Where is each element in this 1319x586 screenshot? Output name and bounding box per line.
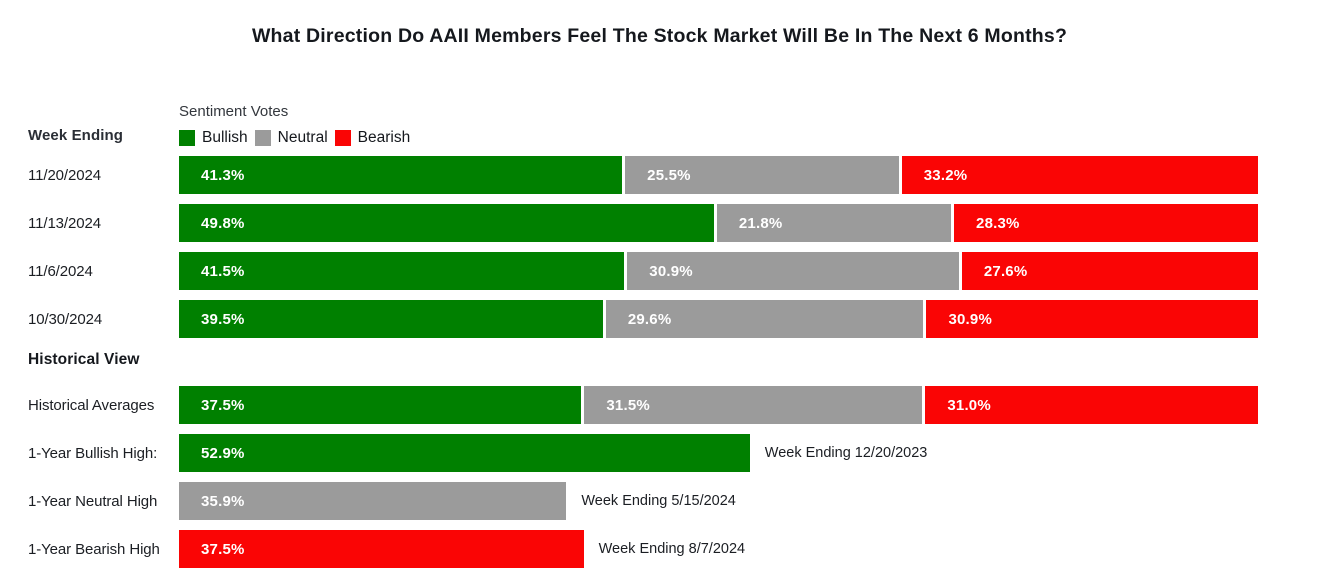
bar-value-label: 31.0% bbox=[947, 396, 991, 414]
bar-segment-bearish: 30.9% bbox=[926, 300, 1259, 338]
bar-row: 1-Year Neutral High 35.9% Week Ending 5/15… bbox=[0, 482, 1319, 520]
bar-annotation: Week Ending 12/20/2023 bbox=[764, 445, 928, 461]
bar-annotation: Week Ending 8/7/2024 bbox=[598, 541, 746, 557]
legend-item-bearish: Bearish bbox=[334, 129, 411, 147]
bar-value-label: 49.8% bbox=[201, 214, 245, 232]
bar-segment-bearish: 37.5% bbox=[179, 530, 584, 568]
bar-value-label: 41.5% bbox=[201, 262, 245, 280]
bar-segment-bullish: 39.5% bbox=[179, 300, 603, 338]
bar-row: Historical Averages 37.5% 31.5% 31.0% bbox=[0, 386, 1319, 424]
weekly-sentiment-rows: 11/20/2024 41.3% 25.5% 33.2% 11/13/2024 49.8%… bbox=[0, 156, 1319, 338]
bar-segment-neutral: 31.5% bbox=[584, 386, 923, 424]
bar-segment-neutral: 21.8% bbox=[716, 204, 952, 242]
row-label: Historical Averages bbox=[28, 396, 155, 414]
bar-track: 37.5% Week Ending 8/7/2024 bbox=[179, 530, 1258, 568]
legend-items: Bullish Neutral Bearish bbox=[179, 129, 1319, 147]
row-label: 1-Year Neutral High bbox=[28, 492, 158, 510]
bar-value-label: 41.3% bbox=[201, 166, 245, 184]
bar-value-label: 29.6% bbox=[627, 310, 672, 328]
bar-track: 37.5% 31.5% 31.0% bbox=[179, 386, 1258, 424]
legend: Sentiment Votes Bullish Neutral Bearish bbox=[179, 103, 1319, 147]
bar-segment-bearish: 28.3% bbox=[954, 204, 1258, 242]
bar-track: 41.5% 30.9% 27.6% bbox=[179, 252, 1258, 290]
bar-value-label: 52.9% bbox=[201, 444, 245, 462]
neutral-swatch-icon bbox=[254, 130, 271, 146]
legend-item-label: Neutral bbox=[277, 129, 328, 146]
bullish-swatch-icon bbox=[179, 130, 195, 146]
row-label: 11/13/2024 bbox=[28, 214, 101, 232]
bar-segment-bullish: 37.5% bbox=[179, 386, 582, 424]
bar-segment-neutral: 35.9% bbox=[179, 482, 567, 520]
week-ending-column-header-cell: Week Ending bbox=[0, 127, 179, 147]
bar-segment-bullish: 41.5% bbox=[179, 252, 625, 290]
week-ending-header: Week Ending bbox=[28, 127, 124, 144]
row-label: 1-Year Bullish High: bbox=[28, 444, 158, 462]
bar-track: 35.9% Week Ending 5/15/2024 bbox=[179, 482, 1258, 520]
bar-track: 41.3% 25.5% 33.2% bbox=[179, 156, 1258, 194]
bar-value-label: 35.9% bbox=[201, 492, 245, 510]
bar-row: 1-Year Bullish High: 52.9% Week Ending 12/… bbox=[0, 434, 1319, 472]
legend-item-neutral: Neutral bbox=[254, 129, 328, 147]
bar-segment-bullish: 49.8% bbox=[179, 204, 714, 242]
legend-item-label: Bullish bbox=[202, 129, 248, 146]
bar-segment-bearish: 31.0% bbox=[925, 386, 1258, 424]
row-label: 10/30/2024 bbox=[28, 310, 103, 328]
bar-value-label: 28.3% bbox=[976, 214, 1020, 232]
section-header-historical-view: Historical View bbox=[28, 351, 140, 368]
chart-header: Week Ending Sentiment Votes Bullish Neutr… bbox=[0, 103, 1319, 147]
bar-row: 11/6/2024 41.5% 30.9% 27.6% bbox=[0, 252, 1319, 290]
bar-value-label: 39.5% bbox=[201, 310, 245, 328]
bar-value-label: 30.9% bbox=[948, 310, 992, 328]
bar-segment-bullish: 52.9% bbox=[179, 434, 750, 472]
bar-segment-bearish: 27.6% bbox=[961, 252, 1258, 290]
bar-track: 39.5% 29.6% 30.9% bbox=[179, 300, 1259, 338]
bar-segment-bullish: 41.3% bbox=[179, 156, 623, 194]
bar-segment-bearish: 33.2% bbox=[901, 156, 1258, 194]
bar-value-label: 33.2% bbox=[923, 166, 968, 184]
bar-track: 52.9% Week Ending 12/20/2023 bbox=[179, 434, 1258, 472]
legend-title: Sentiment Votes bbox=[179, 103, 289, 120]
row-label: 11/6/2024 bbox=[28, 262, 93, 280]
row-label: 11/20/2024 bbox=[28, 166, 101, 184]
legend-item-bullish: Bullish bbox=[179, 129, 248, 147]
bar-value-label: 37.5% bbox=[201, 396, 245, 414]
bar-row: 10/30/2024 39.5% 29.6% 30.9% bbox=[0, 300, 1319, 338]
bar-segment-neutral: 30.9% bbox=[627, 252, 959, 290]
bar-value-label: 21.8% bbox=[738, 214, 783, 232]
historical-sentiment-rows: Historical Averages 37.5% 31.5% 31.0% 1-Year… bbox=[0, 386, 1319, 568]
bar-row: 11/20/2024 41.3% 25.5% 33.2% bbox=[0, 156, 1319, 194]
row-label: 1-Year Bearish High bbox=[28, 540, 160, 558]
bar-value-label: 31.5% bbox=[606, 396, 650, 414]
chart-title: What Direction Do AAII Members Feel The … bbox=[251, 25, 1068, 47]
bearish-swatch-icon bbox=[334, 130, 351, 146]
bar-segment-neutral: 25.5% bbox=[625, 156, 899, 194]
bar-value-label: 27.6% bbox=[983, 262, 1028, 280]
bar-value-label: 30.9% bbox=[649, 262, 693, 280]
bar-annotation: Week Ending 5/15/2024 bbox=[581, 493, 736, 509]
bar-track: 49.8% 21.8% 28.3% bbox=[179, 204, 1258, 242]
bar-value-label: 37.5% bbox=[201, 540, 245, 558]
bar-segment-neutral: 29.6% bbox=[605, 300, 924, 338]
bar-value-label: 25.5% bbox=[647, 166, 691, 184]
bar-row: 11/13/2024 49.8% 21.8% 28.3% bbox=[0, 204, 1319, 242]
legend-item-label: Bearish bbox=[357, 129, 411, 146]
bar-row: 1-Year Bearish High 37.5% Week Ending 8/7/… bbox=[0, 530, 1319, 568]
